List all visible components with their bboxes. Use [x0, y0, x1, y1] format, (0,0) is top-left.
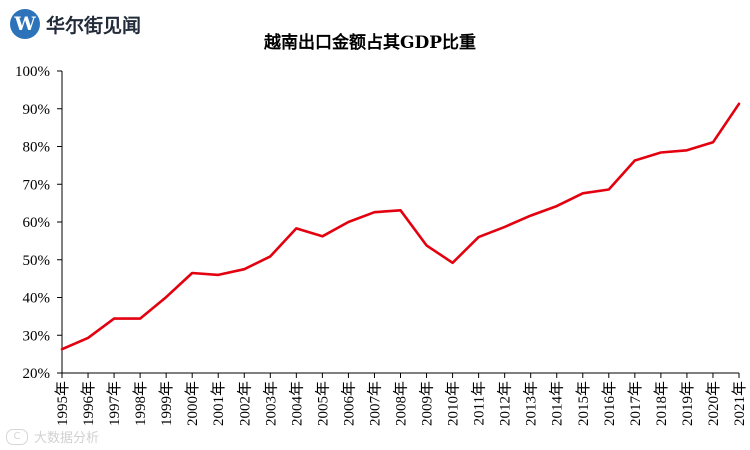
- brand-logo-icon: W: [10, 9, 40, 39]
- x-tick-label: 2019年: [679, 381, 696, 426]
- x-tick-label: 2015年: [575, 381, 592, 426]
- y-tick-label: 30%: [23, 328, 51, 344]
- x-tick-label: 2004年: [288, 381, 305, 426]
- y-tick-label: 20%: [23, 366, 51, 382]
- x-tick-label: 2000年: [184, 381, 201, 426]
- x-tick-label: 2012年: [497, 381, 514, 426]
- x-tick-label: 2008年: [393, 381, 410, 426]
- y-tick-label: 80%: [23, 140, 51, 156]
- x-tick-label: 2010年: [445, 381, 462, 426]
- series-line: [60, 102, 741, 351]
- x-tick-label: 1999年: [158, 381, 175, 426]
- x-tick-label: 2007年: [366, 381, 383, 426]
- x-tick-label: 2013年: [523, 381, 540, 426]
- x-tick-label: 2014年: [549, 381, 566, 426]
- chart-title: 越南出口金额占其GDP比重: [263, 33, 477, 53]
- x-tick-label: 2020年: [705, 381, 722, 426]
- brand-header: W 华尔街见闻: [10, 8, 141, 40]
- y-tick-label: 60%: [23, 215, 51, 231]
- x-tick-label: 1998年: [132, 381, 149, 426]
- x-tick-label: 2003年: [262, 381, 279, 426]
- y-tick-label: 40%: [23, 291, 51, 307]
- x-tick-label: 2002年: [236, 381, 253, 426]
- y-tick-label: 70%: [23, 177, 51, 193]
- x-tick-label: 2017年: [627, 381, 644, 426]
- y-tick-label: 100%: [15, 64, 50, 80]
- x-tick-label: 2005年: [314, 381, 331, 426]
- watermark: C 大数据分析: [6, 427, 99, 446]
- y-tick-label: 90%: [23, 102, 51, 118]
- y-tick-label: 50%: [23, 253, 51, 269]
- x-tick-label: 2009年: [419, 381, 436, 426]
- x-tick-label: 1997年: [106, 381, 123, 426]
- x-tick-label: 2016年: [601, 381, 618, 426]
- watermark-glyph: C: [13, 431, 21, 442]
- x-tick-label: 2001年: [210, 381, 227, 426]
- x-tick-label: 1995年: [54, 381, 71, 426]
- camera-icon: C: [6, 428, 28, 445]
- watermark-text: 大数据分析: [34, 431, 100, 446]
- brand-name: 华尔街见闻: [46, 14, 142, 37]
- x-tick-label: 2018年: [653, 381, 670, 426]
- x-tick-label: 2011年: [471, 381, 488, 425]
- x-tick-label: 2006年: [340, 381, 357, 426]
- x-tick-label: 2021年: [731, 381, 748, 426]
- x-tick-label: 1996年: [80, 381, 97, 426]
- brand-logo-glyph: W: [14, 12, 36, 35]
